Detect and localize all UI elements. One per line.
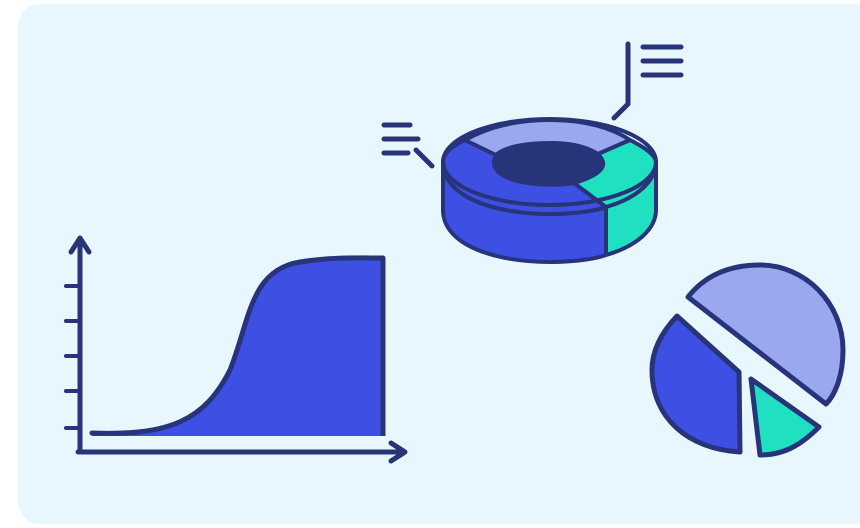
x-axis-arrow-icon [388,440,408,464]
donut-hole [493,142,605,186]
exploded-pie-chart-icon [649,262,846,458]
pie-slice-light [685,262,846,407]
legend-lines-icon [381,41,684,169]
donut-chart-3d-icon [441,117,658,264]
y-axis-ticks [64,284,80,430]
pie-slice-blue [649,313,743,455]
y-axis-arrow-icon [68,235,92,255]
s-curve-line [89,255,386,436]
growth-chart-icon [64,235,408,464]
s-curve-area [92,257,383,436]
pie-slice-teal [748,376,822,458]
